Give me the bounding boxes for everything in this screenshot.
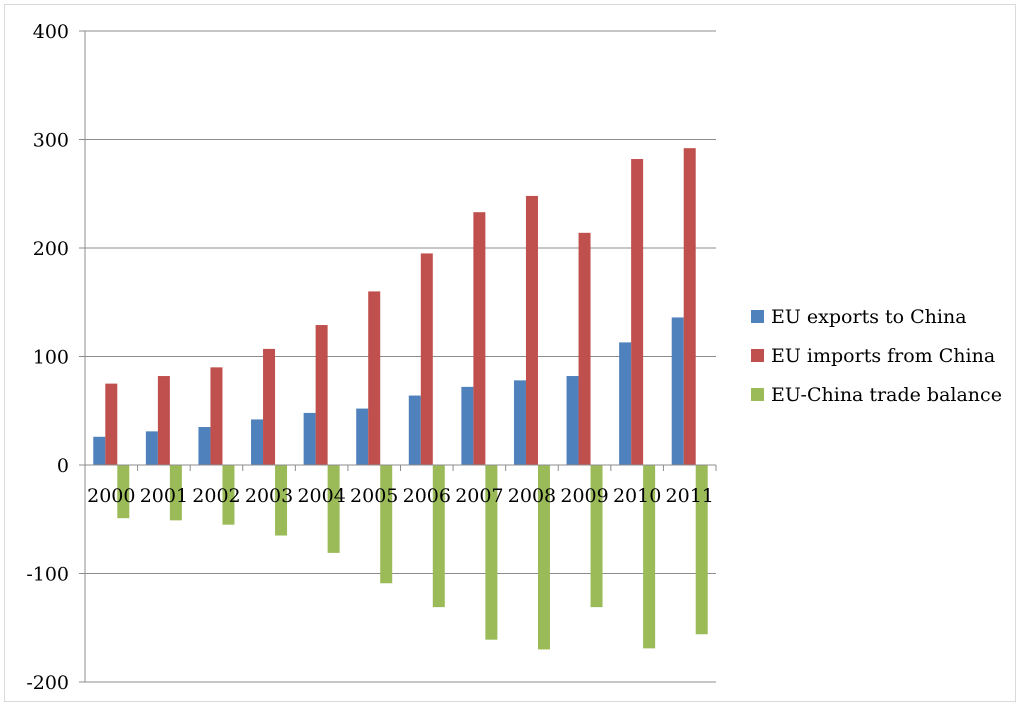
x-tick-label: 2001 <box>140 485 188 507</box>
bar-exports-2008 <box>513 380 526 465</box>
bar-exports-2003 <box>251 419 264 465</box>
x-tick-label: 2005 <box>350 485 398 507</box>
bar-exports-2007 <box>461 386 474 465</box>
bar-balance-2007 <box>485 465 498 640</box>
bar-imports-2011 <box>683 148 696 465</box>
bar-exports-2005 <box>356 408 369 465</box>
y-tick-label: 0 <box>57 455 69 477</box>
legend-entry-label: EU exports to China <box>771 306 967 328</box>
legend: EU exports to China EU imports from China… <box>751 306 1002 406</box>
chart-frame: 400 300 200 100 0 -100 -200 2000 2001 2002 2003 20… <box>4 4 1016 702</box>
bar-imports-2005 <box>368 291 381 465</box>
bar-imports-2007 <box>473 212 486 465</box>
bar-balance-2011 <box>695 465 708 635</box>
x-tick-label: 2006 <box>403 485 451 507</box>
x-tick-label: 2007 <box>455 485 503 507</box>
y-tick-label: 400 <box>33 21 69 43</box>
bar-balance-2004 <box>327 465 340 553</box>
bar-balance-2009 <box>590 465 603 608</box>
bar-exports-2004 <box>303 412 316 465</box>
bar-imports-2003 <box>263 348 276 465</box>
bar-balance-2006 <box>432 465 445 608</box>
bar-exports-2001 <box>145 431 158 465</box>
x-tick-label: 2004 <box>297 485 345 507</box>
bar-imports-2002 <box>210 367 223 465</box>
x-tick-label: 2008 <box>508 485 556 507</box>
y-tick-label: -200 <box>26 672 69 694</box>
bar-exports-2002 <box>198 427 211 465</box>
bar-balance-2010 <box>643 465 656 649</box>
bar-imports-2006 <box>420 253 433 465</box>
x-axis-ticks: 2000 2001 2002 2003 2004 2005 2006 2007 2008 2009… <box>87 485 714 507</box>
bar-imports-2004 <box>315 325 328 465</box>
x-tick-label: 2002 <box>192 485 240 507</box>
bar-balance-2002 <box>222 465 235 525</box>
x-tick-label: 2000 <box>87 485 135 507</box>
bar-exports-2006 <box>408 395 421 465</box>
y-tick-label: 200 <box>33 238 69 260</box>
bar-exports-2009 <box>566 376 579 465</box>
bar-exports-2011 <box>671 317 684 465</box>
bars <box>93 148 708 650</box>
x-tick-label: 2011 <box>666 485 714 507</box>
bar-imports-2010 <box>631 159 644 465</box>
legend-entry-label: EU imports from China <box>771 345 995 367</box>
bar-balance-2008 <box>537 465 550 650</box>
bar-balance-2005 <box>380 465 393 584</box>
x-tick-label: 2010 <box>613 485 661 507</box>
y-axis-ticks: 400 300 200 100 0 -100 -200 <box>26 21 69 694</box>
y-tick-label: -100 <box>26 564 69 586</box>
bar-imports-2001 <box>157 376 170 465</box>
bar-imports-2008 <box>525 195 538 466</box>
bar-balance-2003 <box>275 465 288 536</box>
bar-exports-2010 <box>619 342 632 465</box>
gridlines <box>85 30 716 683</box>
x-tick-label: 2009 <box>560 485 608 507</box>
y-tick-label: 100 <box>33 347 69 369</box>
legend-swatch <box>751 349 764 362</box>
legend-swatch <box>751 388 764 401</box>
bar-exports-2000 <box>93 436 106 465</box>
bar-imports-2000 <box>105 383 118 465</box>
axes <box>79 30 717 683</box>
bar-balance-2000 <box>117 465 130 519</box>
bar-balance-2001 <box>169 465 182 521</box>
legend-swatch <box>751 310 764 323</box>
legend-entry-label: EU-China trade balance <box>771 384 1002 406</box>
y-tick-label: 300 <box>33 130 69 152</box>
bar-imports-2009 <box>578 232 591 465</box>
x-tick-label: 2003 <box>245 485 293 507</box>
